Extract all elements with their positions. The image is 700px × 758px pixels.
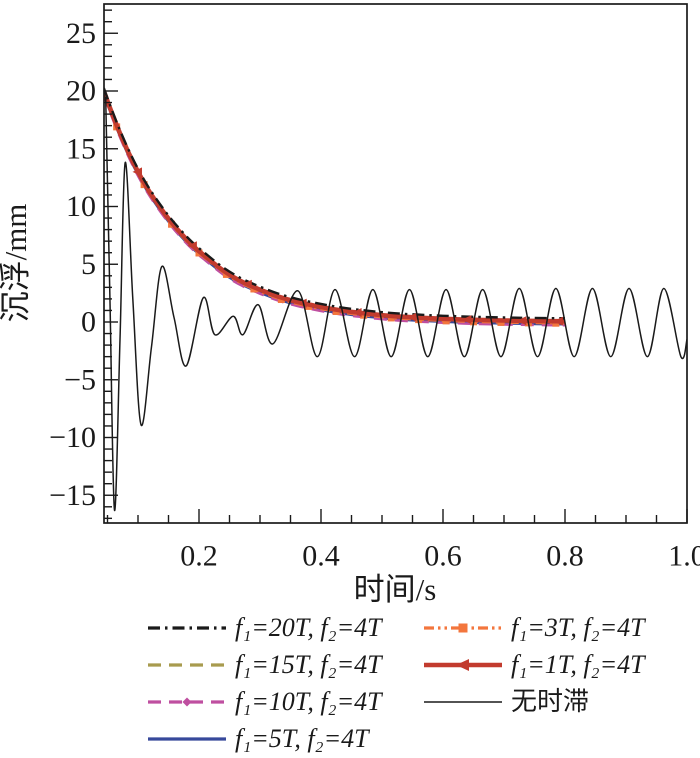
x-tick-label: 0.4 — [302, 540, 340, 573]
x-tick-label: 0.2 — [180, 540, 218, 573]
triangle-left-marker — [553, 316, 563, 326]
legend-swatch-f1-15T — [148, 662, 226, 667]
triangle-left-marker — [456, 658, 469, 671]
legend-label-f1-5T: f₁=5T, f₂=4T — [235, 723, 369, 753]
legend-label-f1-1T: f₁=1T, f₂=4T — [511, 649, 645, 679]
series-f1-3T-curve — [104, 92, 566, 325]
legend-label-f1-20T: f₁=20T, f₂=4T — [235, 612, 382, 642]
legend-item-f1-5T: f₁=5T, f₂=4T — [146, 720, 382, 757]
legend-label-f1-10T: f₁=10T, f₂=4T — [235, 686, 382, 716]
x-tick-label: 0.8 — [546, 540, 584, 573]
chart-legend: f₁=20T, f₂=4T f₁=15T, f₂=4T f₁=10T, f₂=4T f… — [0, 609, 700, 758]
series-f1-20T-curve — [104, 87, 566, 320]
legend-label-no-delay: 无时滞 — [511, 686, 590, 716]
legend-label-f1-3T: f₁=3T, f₂=4T — [511, 612, 645, 642]
legend-item-f1-3T: f₁=3T, f₂=4T — [422, 609, 645, 646]
series-f1-15T-curve — [104, 92, 566, 325]
triangle-left-marker — [407, 312, 417, 322]
y-tick-label: −15 — [49, 479, 96, 512]
y-tick-label: 20 — [66, 75, 96, 108]
y-tick-label: 25 — [66, 17, 96, 50]
diamond-marker — [182, 697, 192, 706]
triangle-left-marker — [516, 316, 527, 326]
triangle-left-marker — [352, 307, 362, 317]
triangle-left-marker — [187, 241, 197, 251]
series-f1-1T-curve — [104, 90, 566, 324]
plot-border — [103, 3, 688, 524]
series-no-delay-curve — [104, 96, 687, 512]
triangle-left-marker — [242, 279, 252, 289]
legend-item-f1-10T: f₁=10T, f₂=4T — [146, 683, 382, 720]
y-tick-label: 5 — [81, 248, 96, 281]
legend-item-f1-1T: f₁=1T, f₂=4T — [422, 646, 645, 683]
y-tick-label: 15 — [66, 132, 96, 165]
square-marker — [458, 623, 468, 632]
legend-swatch-f1-20T — [148, 625, 226, 630]
legend-swatch-f1-5T — [148, 736, 226, 741]
axis-tick-labels: 0.2 0.4 0.6 0.8 1.0 25 20 15 10 5 0 −5 −10 −15 — [49, 17, 700, 573]
legend-item-f1-15T: f₁=15T, f₂=4T — [146, 646, 382, 683]
legend-swatch-f1-3T — [424, 623, 502, 632]
y-tick-label: −10 — [49, 421, 96, 454]
legend-swatch-f1-10T — [148, 697, 226, 706]
y-tick-label: 10 — [66, 190, 96, 223]
legend-item-no-delay: 无时滞 — [422, 683, 645, 720]
y-tick-label: −5 — [64, 363, 96, 396]
triangle-left-marker — [132, 167, 142, 177]
x-axis-title: 时间/s — [354, 572, 437, 607]
legend-swatch-no-delay — [424, 700, 502, 703]
heave-chart: 0.2 0.4 0.6 0.8 1.0 25 20 15 10 5 0 −5 −10 −15 时间/s 沉… — [0, 3, 700, 607]
y-axis-title: 沉浮/mm — [0, 204, 33, 323]
legend-column-left: f₁=20T, f₂=4T f₁=15T, f₂=4T f₁=10T, f₂=4T f… — [146, 609, 382, 757]
triangle-left-marker — [461, 315, 472, 325]
legend-column-right: f₁=3T, f₂=4T f₁=1T, f₂=4T 无时滞 — [422, 609, 645, 720]
x-tick-label: 1.0 — [668, 540, 700, 573]
axis-ticks — [104, 9, 688, 523]
y-tick-label: 0 — [81, 306, 96, 339]
plot-curves — [104, 87, 687, 512]
legend-label-f1-15T: f₁=15T, f₂=4T — [235, 649, 382, 679]
legend-swatch-f1-1T — [424, 658, 502, 671]
legend-item-f1-20T: f₁=20T, f₂=4T — [146, 609, 382, 646]
x-tick-label: 0.6 — [424, 540, 462, 573]
